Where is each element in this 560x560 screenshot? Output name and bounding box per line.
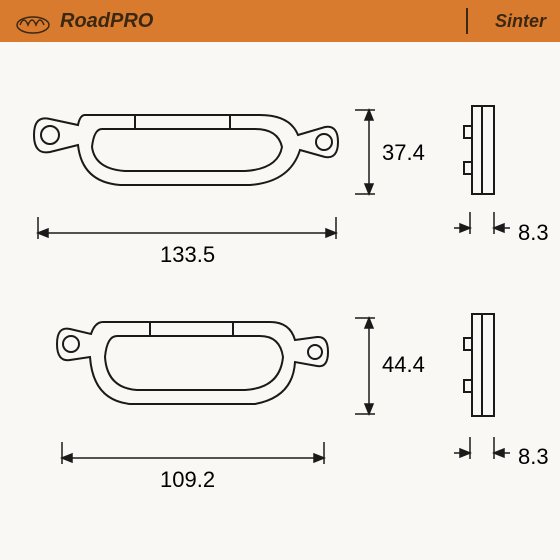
pad1-thickness-dim	[452, 212, 512, 242]
pad2-thickness-dim	[452, 437, 512, 467]
pad2-top-view	[55, 302, 330, 427]
pad2-thickness-value: 8.3	[518, 444, 549, 470]
pad1-side-view	[462, 100, 507, 200]
header-bar: RoadPRO Sinter	[0, 0, 560, 42]
product-type: Sinter	[495, 11, 546, 32]
brand-prefix: Road	[60, 10, 110, 32]
brand-name: RoadPRO	[60, 10, 153, 33]
pad1-width-value: 133.5	[160, 242, 215, 268]
pad1-top-view	[30, 97, 340, 207]
pad2-height-value: 44.4	[382, 352, 425, 378]
technical-diagram: 37.4 133.5	[0, 42, 560, 560]
pad2-height-dim	[355, 310, 385, 422]
pad2-side-view	[462, 308, 507, 423]
brand-logo-icon	[14, 7, 52, 35]
brand-suffix: PRO	[110, 10, 153, 32]
header-divider	[466, 8, 468, 34]
pad1-thickness-value: 8.3	[518, 220, 549, 246]
pad1-height-dim	[355, 102, 385, 202]
pad2-width-value: 109.2	[160, 467, 215, 493]
pad1-height-value: 37.4	[382, 140, 425, 166]
